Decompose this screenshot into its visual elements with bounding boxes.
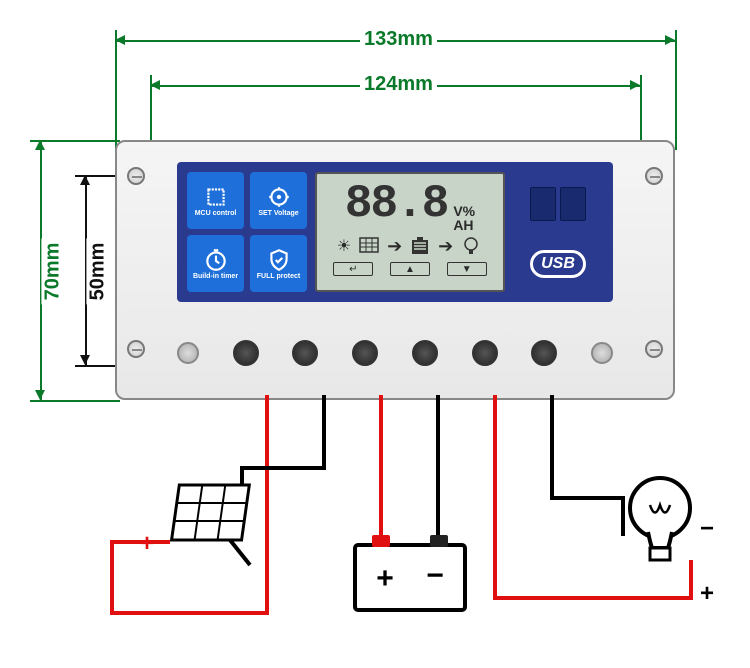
load-neg-terminal[interactable] — [531, 340, 557, 366]
solar-pos-wire — [110, 611, 269, 615]
controller-body: MCU control SET Voltage Build-in timer F… — [115, 140, 675, 400]
dim-arrow — [665, 35, 675, 45]
battery-pos-terminal[interactable] — [352, 340, 378, 366]
mcu-icon: MCU control — [187, 172, 244, 229]
solar-pos-sign: + — [140, 530, 154, 558]
screw-icon — [127, 340, 145, 358]
screw-icon — [645, 340, 663, 358]
dim-outer-width-label: 133mm — [360, 28, 437, 51]
battery-icon — [408, 234, 432, 258]
icon-label: MCU control — [195, 210, 237, 218]
dim-arrow — [80, 355, 90, 365]
display-panel: MCU control SET Voltage Build-in timer F… — [177, 162, 613, 302]
aux-terminal[interactable] — [591, 342, 613, 364]
usb-area: USB — [513, 172, 603, 292]
flow-arrow-icon: ➔ — [387, 236, 402, 257]
dim-tick — [30, 400, 120, 402]
dim-inner-width-label: 124mm — [360, 73, 437, 96]
dim-outer-height-label: 70mm — [41, 239, 64, 305]
terminal-row — [177, 333, 613, 373]
aux-terminal[interactable] — [177, 342, 199, 364]
icon-label: SET Voltage — [258, 210, 298, 218]
usb-port[interactable] — [560, 187, 586, 221]
set-icon: SET Voltage — [250, 172, 307, 229]
bulb-icon — [459, 234, 483, 258]
solar-panel-icon — [357, 234, 381, 258]
solar-neg-wire — [322, 395, 326, 470]
bulb-component — [610, 470, 710, 575]
svg-text:+: + — [376, 562, 394, 595]
load-neg-sign: − — [700, 515, 714, 543]
svg-text:−: − — [426, 559, 444, 592]
load-pos-sign: + — [700, 580, 714, 608]
load-pos-wire — [493, 395, 497, 600]
screw-icon — [127, 167, 145, 185]
lcd-unit-top: V% — [453, 204, 475, 218]
lcd-unit-bot: AH — [453, 218, 475, 232]
dim-tick — [640, 75, 642, 150]
solar-neg-terminal[interactable] — [292, 340, 318, 366]
lcd-digits: 88.8 — [345, 178, 447, 230]
lcd-button-indicator: ↵ — [333, 262, 373, 276]
battery-pos-wire — [379, 395, 383, 535]
lcd-button-indicator: ▲ — [390, 262, 430, 276]
battery-neg-terminal[interactable] — [412, 340, 438, 366]
dim-tick — [150, 75, 152, 150]
solar-pos-wire — [110, 540, 114, 615]
dim-tick — [675, 30, 677, 150]
load-pos-wire — [493, 596, 693, 600]
dim-inner-height-label: 50mm — [86, 239, 109, 305]
screw-icon — [645, 167, 663, 185]
sun-icon: ☀ — [337, 236, 351, 256]
solar-pos-wire — [265, 395, 269, 615]
dim-arrow — [630, 80, 640, 90]
battery-component: + − — [350, 530, 470, 625]
dim-tick — [115, 30, 117, 150]
feature-icon-grid: MCU control SET Voltage Build-in timer F… — [187, 172, 307, 292]
lcd-display: 88.8 V% AH ☀ ➔ ➔ ↵ ▲ ▼ — [315, 172, 505, 292]
solar-pos-terminal[interactable] — [233, 340, 259, 366]
usb-port[interactable] — [530, 187, 556, 221]
solar-neg-wire — [240, 466, 326, 470]
dim-tick — [30, 140, 120, 142]
battery-neg-wire — [436, 395, 440, 535]
lcd-button-indicator: ▼ — [447, 262, 487, 276]
flow-arrow-icon: ➔ — [438, 236, 453, 257]
timer-icon: Build-in timer — [187, 235, 244, 292]
icon-label: FULL protect — [257, 273, 300, 281]
solar-panel-component — [160, 480, 260, 575]
icon-label: Build-in timer — [193, 273, 238, 281]
usb-label: USB — [530, 250, 586, 278]
protect-icon: FULL protect — [250, 235, 307, 292]
dim-arrow — [35, 390, 45, 400]
load-pos-terminal[interactable] — [472, 340, 498, 366]
load-neg-wire — [550, 395, 554, 500]
